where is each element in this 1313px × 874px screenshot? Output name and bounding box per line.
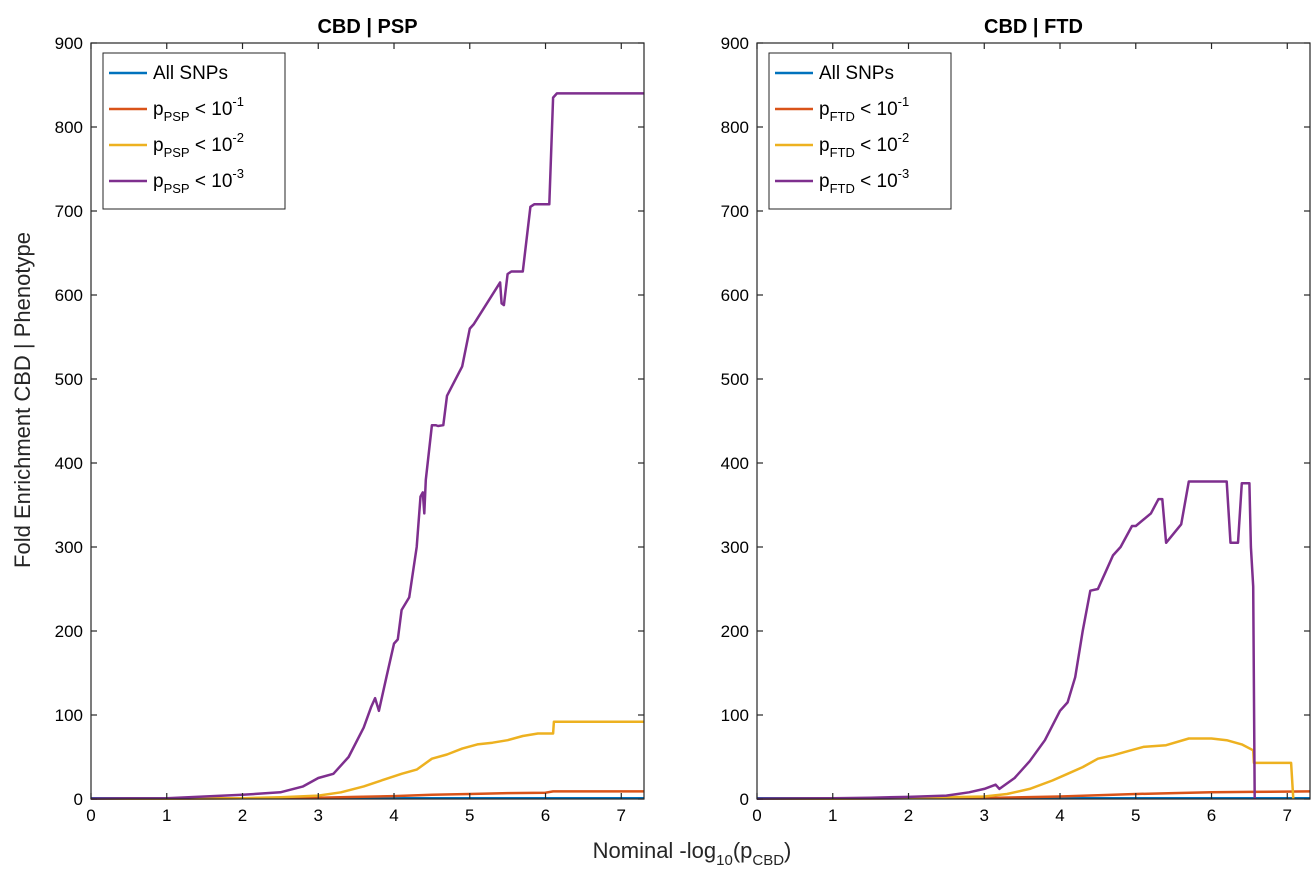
y-tick-label: 900 [55, 34, 83, 53]
x-tick-label: 6 [1207, 806, 1216, 825]
x-tick-label: 7 [617, 806, 626, 825]
x-tick-label: 5 [1131, 806, 1140, 825]
axes-box [90, 42, 645, 800]
y-tick-label: 400 [721, 454, 749, 473]
y-tick-label: 700 [721, 202, 749, 221]
y-tick-label: 700 [55, 202, 83, 221]
y-tick-label: 200 [55, 622, 83, 641]
y-tick-label: 300 [721, 538, 749, 557]
y-tick-label: 0 [74, 790, 83, 809]
x-tick-label: 6 [541, 806, 550, 825]
panel-cbd-psp: 0 1 2 3 4 5 6 7 0 100 200 300 400 500 600 700 800 900 CBD … [55, 16, 645, 825]
legend-box [102, 52, 286, 210]
y-tick-label: 600 [721, 286, 749, 305]
y-tick-label: 500 [55, 370, 83, 389]
legend-box [768, 52, 952, 210]
x-tick-label: 4 [389, 806, 398, 825]
y-tick-label: 500 [721, 370, 749, 389]
x-tick-label: 1 [162, 806, 171, 825]
series-line-p3 [90, 92, 644, 800]
legend-label-p1: pPSP < 10-1 [153, 94, 244, 124]
x-tick-label: 2 [238, 806, 247, 825]
axes-box [756, 42, 1311, 800]
y-tick-label: 200 [721, 622, 749, 641]
x-tick-label: 5 [465, 806, 474, 825]
y-tick-label: 400 [55, 454, 83, 473]
x-tick-label: 2 [904, 806, 913, 825]
y-tick-label: 800 [55, 118, 83, 137]
legend: All SNPs pFTD < 10-1 pFTD < 10-2 pFTD < 10-… [768, 52, 952, 210]
y-tick-label: 100 [721, 706, 749, 725]
legend: All SNPs pPSP < 10-1 pPSP < 10-2 pPSP < 10-… [102, 52, 286, 210]
legend-label-p2: pPSP < 10-2 [153, 130, 244, 160]
legend-label-p3: pFTD < 10-3 [819, 166, 909, 196]
panel-title: CBD | FTD [984, 16, 1083, 38]
legend-label-p1: pFTD < 10-1 [819, 94, 909, 124]
x-tick-label: 7 [1283, 806, 1292, 825]
legend-label-all_snps: All SNPs [819, 63, 894, 84]
y-tick-label: 900 [721, 34, 749, 53]
x-tick-label: 3 [980, 806, 989, 825]
x-tick-label: 3 [314, 806, 323, 825]
panel-title: CBD | PSP [317, 16, 417, 38]
y-tick-label: 600 [55, 286, 83, 305]
y-tick-label: 0 [740, 790, 749, 809]
x-axis-label: Nominal -log10(pCBD) [593, 838, 792, 869]
y-tick-label: 300 [55, 538, 83, 557]
series-line-p2 [756, 737, 1295, 801]
y-axis-label: Fold Enrichment CBD | Phenotype [10, 232, 35, 568]
x-tick-label: 0 [752, 806, 761, 825]
x-tick-label: 1 [828, 806, 837, 825]
series-line-p3 [756, 480, 1256, 800]
y-tick-label: 800 [721, 118, 749, 137]
panel-cbd-ftd: 0 1 2 3 4 5 6 7 0 100 200 300 400 500 600 700 800 900 CBD … [721, 16, 1311, 825]
y-tick-label: 100 [55, 706, 83, 725]
x-tick-label: 0 [86, 806, 95, 825]
legend-label-p3: pPSP < 10-3 [153, 166, 244, 196]
x-tick-label: 4 [1055, 806, 1064, 825]
legend-label-all_snps: All SNPs [153, 63, 228, 84]
legend-label-p2: pFTD < 10-2 [819, 130, 909, 160]
series-line-p2 [90, 720, 644, 801]
